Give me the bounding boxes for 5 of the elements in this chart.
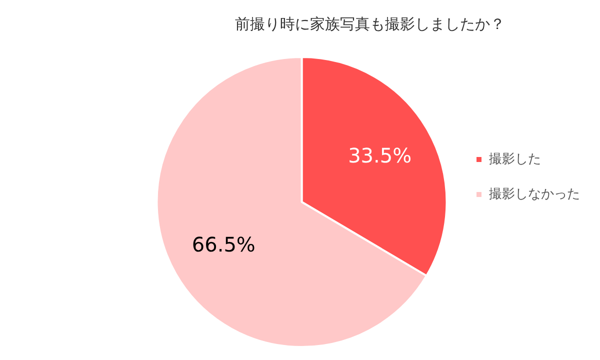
legend-label: 撮影しなかった [489, 186, 580, 202]
chart-title: 前撮り時に家族写真も撮影しましたか？ [235, 14, 505, 33]
data-label: 33.5% [348, 144, 412, 168]
legend-label: 撮影した [489, 152, 541, 167]
data-label: 66.5% [192, 232, 256, 257]
